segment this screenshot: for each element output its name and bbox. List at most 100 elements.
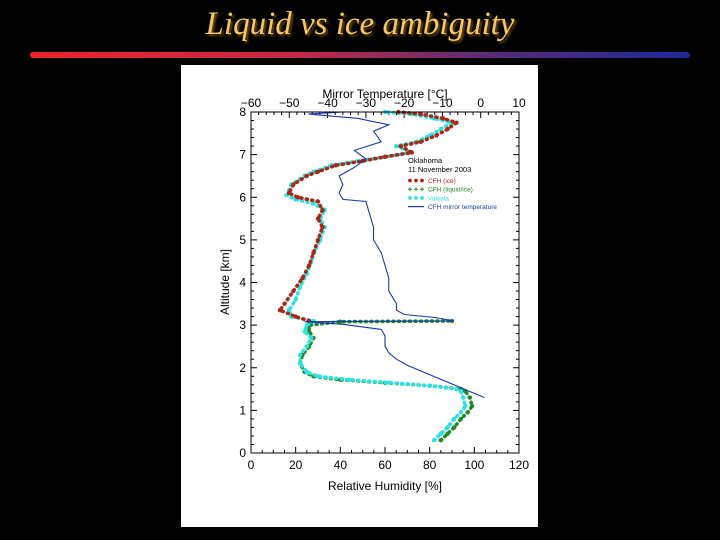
data-point <box>315 237 321 243</box>
y-axis-label: Altitude [km] <box>218 249 232 315</box>
data-point <box>438 438 443 443</box>
cfh-ice-dotted-trace <box>278 110 459 323</box>
legend-dot-swatch <box>420 178 424 183</box>
data-point <box>309 335 314 341</box>
data-point <box>398 143 403 149</box>
data-point <box>311 250 316 255</box>
slide-title: Liquid vs ice ambiguity <box>205 6 515 42</box>
top-tick-label: 10 <box>512 96 526 110</box>
legend-entry-cfh-mirror-temperature: CFH mirror temperature <box>408 204 497 211</box>
top-tick-label: −50 <box>279 96 300 110</box>
data-point <box>445 431 450 436</box>
data-point <box>445 425 450 430</box>
top-tick-label: −20 <box>394 96 415 110</box>
y-tick-label: 1 <box>239 403 246 417</box>
data-point <box>454 120 459 125</box>
data-point <box>467 395 473 400</box>
data-point <box>431 438 437 443</box>
data-point <box>387 380 392 385</box>
data-point <box>286 308 292 313</box>
y-tick-label: 2 <box>239 361 246 375</box>
data-point <box>291 288 296 294</box>
data-point <box>320 207 325 213</box>
data-point <box>297 361 303 366</box>
chart-panel: −60 −50 −40 −30 −20 −10 0 10 0 1 2 3 4 5 6 7 8 0 20 40 60 8… <box>181 65 538 527</box>
series-cfh-liquid-ice <box>297 318 475 443</box>
data-point <box>458 389 464 394</box>
x-tick-label: 40 <box>334 458 348 472</box>
data-point <box>438 126 443 132</box>
y-tick-label: 7 <box>239 148 246 162</box>
y-tick-label: 5 <box>239 233 246 247</box>
x-tick-label: 80 <box>423 458 437 472</box>
data-point <box>282 301 287 306</box>
data-point <box>333 163 339 168</box>
legend-entry-cfh-ice: CFH (ice) <box>408 178 456 185</box>
data-point <box>463 403 468 409</box>
legend-dot-swatch <box>414 196 418 200</box>
cfh-liquid-ice-dotted-trace <box>298 319 474 442</box>
data-point <box>306 263 312 268</box>
data-point <box>347 377 352 382</box>
data-point <box>311 201 316 206</box>
data-point <box>445 126 450 132</box>
y-tick-label: 8 <box>239 105 246 119</box>
legend-plus-swatch <box>408 187 412 192</box>
top-tick-label: −10 <box>432 96 453 110</box>
x-tick-label: 0 <box>248 458 255 472</box>
legend-dot-swatch <box>408 178 412 183</box>
y-tick-label: 6 <box>239 190 246 204</box>
data-point <box>409 150 414 155</box>
x-tick-label: 60 <box>378 458 392 472</box>
data-point <box>277 308 283 313</box>
data-point <box>304 173 309 179</box>
legend-entry-label: Vaisala <box>428 195 449 202</box>
y-tick-label: 0 <box>239 446 246 460</box>
data-point <box>297 352 303 358</box>
data-point <box>302 329 307 334</box>
data-point <box>293 297 298 302</box>
data-point <box>315 216 321 221</box>
legend-plus-swatch <box>414 187 418 192</box>
legend-entry-vaisala: Vaisala <box>408 195 449 202</box>
legend-entry-label: CFH mirror temperature <box>428 204 497 211</box>
top-tick-label: −40 <box>317 96 338 110</box>
legend-title-line-1: Oklahoma <box>408 156 443 165</box>
y-tick-label: 4 <box>239 276 246 290</box>
legend-entry-label: CFH (ice) <box>428 178 456 185</box>
humidity-profile-chart: −60 −50 −40 −30 −20 −10 0 10 0 1 2 3 4 5 6 7 8 0 20 40 60 8… <box>218 87 529 493</box>
data-point <box>427 383 432 388</box>
data-point <box>418 111 423 117</box>
data-point <box>291 182 296 187</box>
data-point <box>461 395 466 400</box>
data-point <box>315 199 321 204</box>
data-point <box>295 195 301 200</box>
series-cfh-mirror-temperature <box>304 111 485 399</box>
legend-dot-swatch <box>420 196 424 200</box>
data-point <box>458 410 464 415</box>
data-point <box>304 344 309 349</box>
data-point <box>320 224 325 230</box>
data-point <box>452 425 457 430</box>
x-tick-label: 120 <box>509 458 529 472</box>
data-point <box>465 410 470 415</box>
data-point <box>382 154 388 159</box>
top-tick-label: −60 <box>241 96 262 110</box>
legend-entry-cfh-liquid-ice: CFH (liquid/ice) <box>408 187 473 194</box>
data-point <box>434 133 439 138</box>
top-axis-label: Mirror Temperature [°C] <box>322 87 447 101</box>
mirror-temperature-line <box>304 111 485 399</box>
x-tick-label: 100 <box>464 458 484 472</box>
data-point <box>394 143 399 149</box>
y-tick-label: 3 <box>239 318 246 332</box>
data-point <box>440 116 446 121</box>
plot-frame <box>250 111 520 454</box>
x-tick-label: 20 <box>289 458 303 472</box>
data-point <box>458 416 464 422</box>
data-point <box>469 403 475 409</box>
x-axis-label: Relative Humidity [%] <box>328 479 442 493</box>
top-tick-label: −30 <box>356 96 377 110</box>
data-point <box>286 190 292 196</box>
data-point <box>304 369 309 375</box>
data-point <box>293 314 298 319</box>
